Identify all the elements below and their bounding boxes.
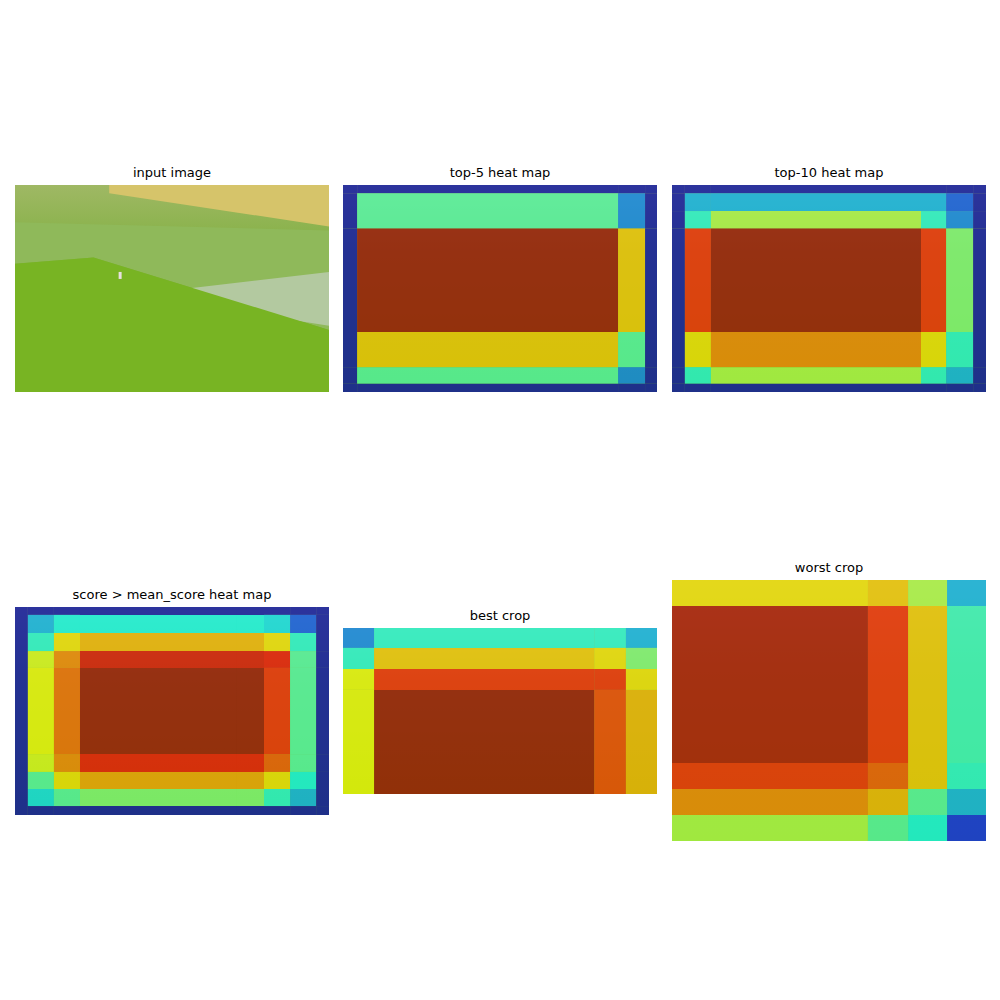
svg-text:score > mean_score heat map: score > mean_score heat map	[73, 587, 272, 602]
svg-text:best crop: best crop	[470, 608, 531, 623]
svg-text:top-5 heat map: top-5 heat map	[450, 165, 551, 180]
svg-text:worst crop: worst crop	[795, 560, 863, 575]
svg-text:input image: input image	[133, 165, 211, 180]
svg-text:top-10 heat map: top-10 heat map	[775, 165, 884, 180]
